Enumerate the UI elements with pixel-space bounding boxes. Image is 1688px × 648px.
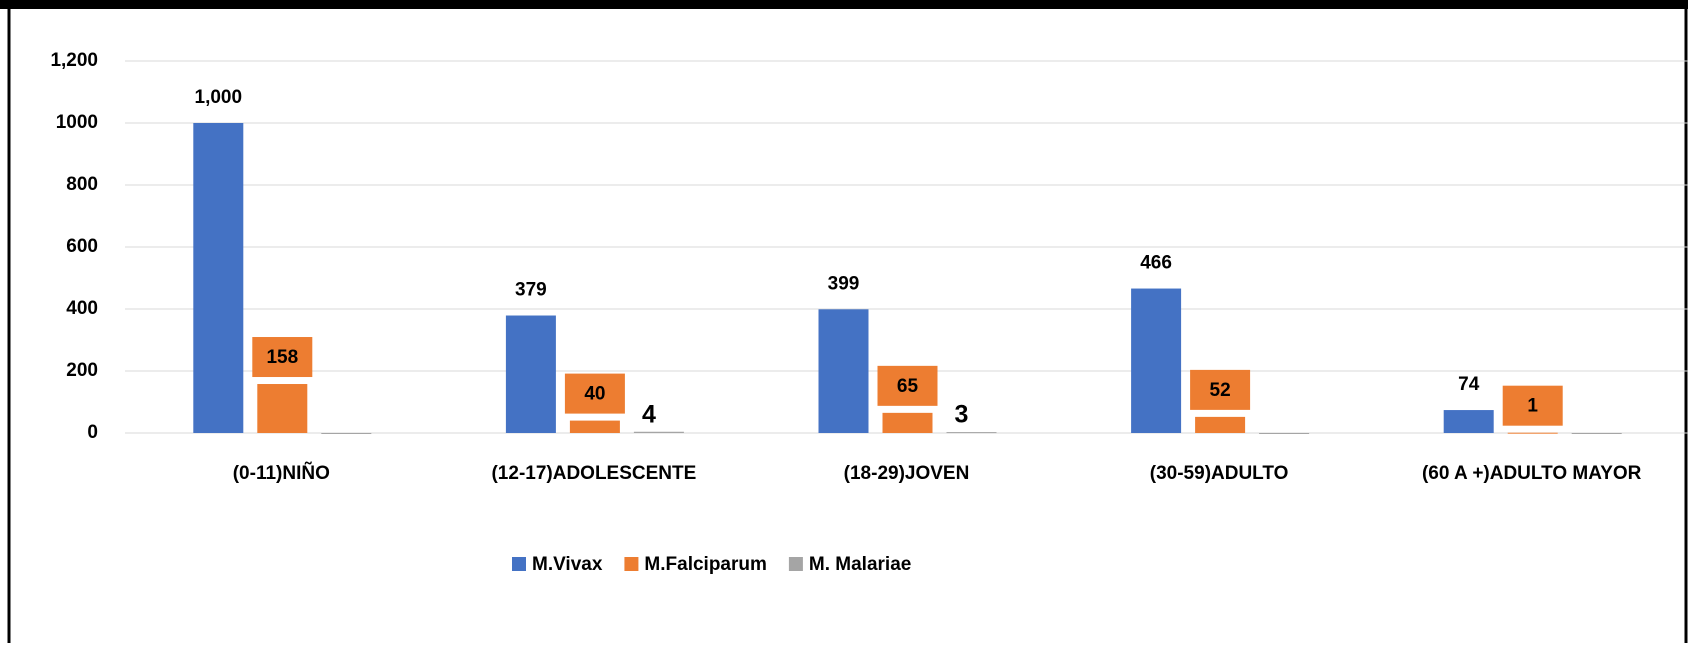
y-tick-label: 1000 (56, 112, 98, 133)
data-label: 466 (1140, 253, 1172, 274)
data-label: 3 (955, 401, 969, 429)
x-tick-label: (12-17)ADOLESCENTE (491, 463, 696, 484)
bar (505, 315, 556, 433)
legend-swatch (624, 557, 639, 571)
data-label: 379 (515, 280, 547, 301)
y-tick-label: 0 (87, 422, 98, 443)
legend-swatch (512, 557, 526, 571)
x-tick-label: (0-11)NIÑO (233, 462, 330, 484)
legend-label: M.Falciparum (644, 554, 766, 575)
bar (1195, 416, 1246, 433)
data-label: 52 (1210, 380, 1231, 401)
y-tick-label: 800 (66, 174, 98, 195)
y-tick-label: 200 (66, 360, 98, 381)
legend-label: M. Malariae (809, 554, 911, 575)
data-label: 65 (897, 376, 919, 397)
bar (1443, 410, 1494, 433)
data-label: 1 (1527, 396, 1538, 417)
data-label: 4 (642, 400, 656, 428)
bar (946, 432, 997, 434)
data-label: 1,000 (195, 87, 243, 108)
y-tick-label: 400 (66, 298, 98, 319)
data-label: 399 (828, 273, 860, 294)
legend-swatch (788, 557, 803, 571)
x-tick-label: (18-29)JOVEN (844, 463, 970, 484)
x-tick-label: (60 A +)ADULTO MAYOR (1422, 463, 1642, 484)
y-tick-label: 600 (66, 236, 98, 257)
bar (1507, 432, 1558, 434)
data-label-box (1502, 385, 1563, 426)
data-label: 74 (1458, 374, 1480, 395)
data-label-box (564, 373, 625, 414)
bar (1571, 433, 1622, 434)
data-label: 40 (584, 384, 605, 405)
bar (257, 384, 308, 433)
y-tick-label: 1,200 (50, 50, 98, 71)
data-label-box (877, 365, 938, 406)
bar (321, 433, 372, 434)
data-label-box (252, 337, 313, 378)
bar (882, 412, 933, 433)
bar (569, 420, 620, 433)
bar (818, 309, 869, 433)
bar (1131, 288, 1182, 433)
legend-label: M.Vivax (532, 554, 603, 575)
data-label: 158 (266, 347, 298, 368)
bar (633, 431, 684, 433)
x-tick-label: (30-59)ADULTO (1150, 463, 1289, 484)
top-bar (0, 0, 1688, 9)
bar (193, 123, 244, 433)
data-label-box (1190, 369, 1251, 410)
bar (1259, 433, 1310, 434)
